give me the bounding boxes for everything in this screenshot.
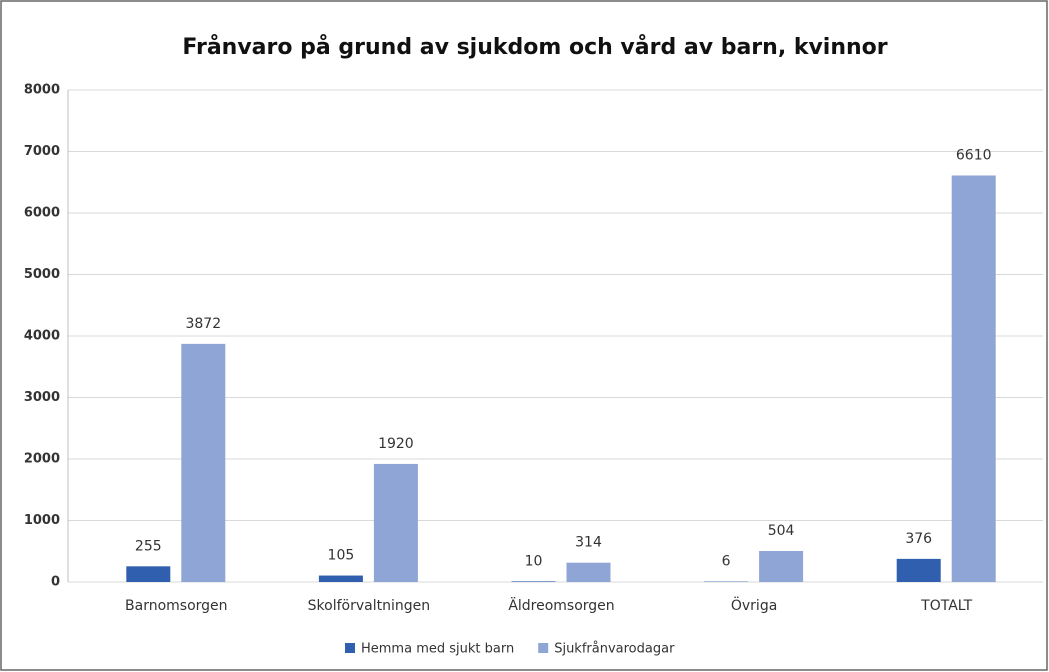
y-tick-label: 8000 <box>24 83 60 98</box>
value-label: 105 <box>328 548 355 564</box>
x-tick-label: Barnomsorgen <box>125 598 228 614</box>
value-label: 504 <box>768 523 795 539</box>
y-tick-label: 3000 <box>24 390 60 405</box>
y-tick-label: 0 <box>51 575 60 590</box>
x-tick-label: Skolförvaltningen <box>308 598 430 614</box>
bar <box>759 551 804 582</box>
x-tick-label: TOTALT <box>920 598 972 614</box>
y-tick-label: 4000 <box>24 329 60 344</box>
x-tick-label: Övriga <box>731 596 777 614</box>
chart-title: Frånvaro på grund av sjukdom och vård av… <box>182 34 887 60</box>
y-tick-label: 2000 <box>24 452 60 467</box>
value-label: 10 <box>525 553 543 569</box>
value-label: 1920 <box>378 436 414 452</box>
bar <box>566 562 611 582</box>
x-tick-label: Äldreomsorgen <box>508 596 614 614</box>
bar <box>896 558 941 582</box>
value-label: 376 <box>905 531 932 547</box>
legend-swatch <box>345 643 355 653</box>
value-label: 6610 <box>956 147 992 163</box>
y-tick-label: 5000 <box>24 267 60 282</box>
y-tick-label: 7000 <box>24 144 60 159</box>
legend-label: Hemma med sjukt barn <box>361 642 514 657</box>
bar <box>373 463 418 582</box>
value-label: 255 <box>135 538 162 554</box>
y-tick-label: 6000 <box>24 206 60 221</box>
legend-label: Sjukfrånvarodagar <box>554 642 675 657</box>
legend-swatch <box>538 643 549 653</box>
value-label: 6 <box>722 554 731 570</box>
bar <box>318 575 363 582</box>
bar <box>126 566 171 582</box>
bar <box>951 175 996 583</box>
value-label: 314 <box>575 535 602 551</box>
bar <box>181 343 226 582</box>
value-label: 3872 <box>185 316 221 332</box>
y-tick-label: 1000 <box>24 513 60 528</box>
bar <box>511 581 556 582</box>
